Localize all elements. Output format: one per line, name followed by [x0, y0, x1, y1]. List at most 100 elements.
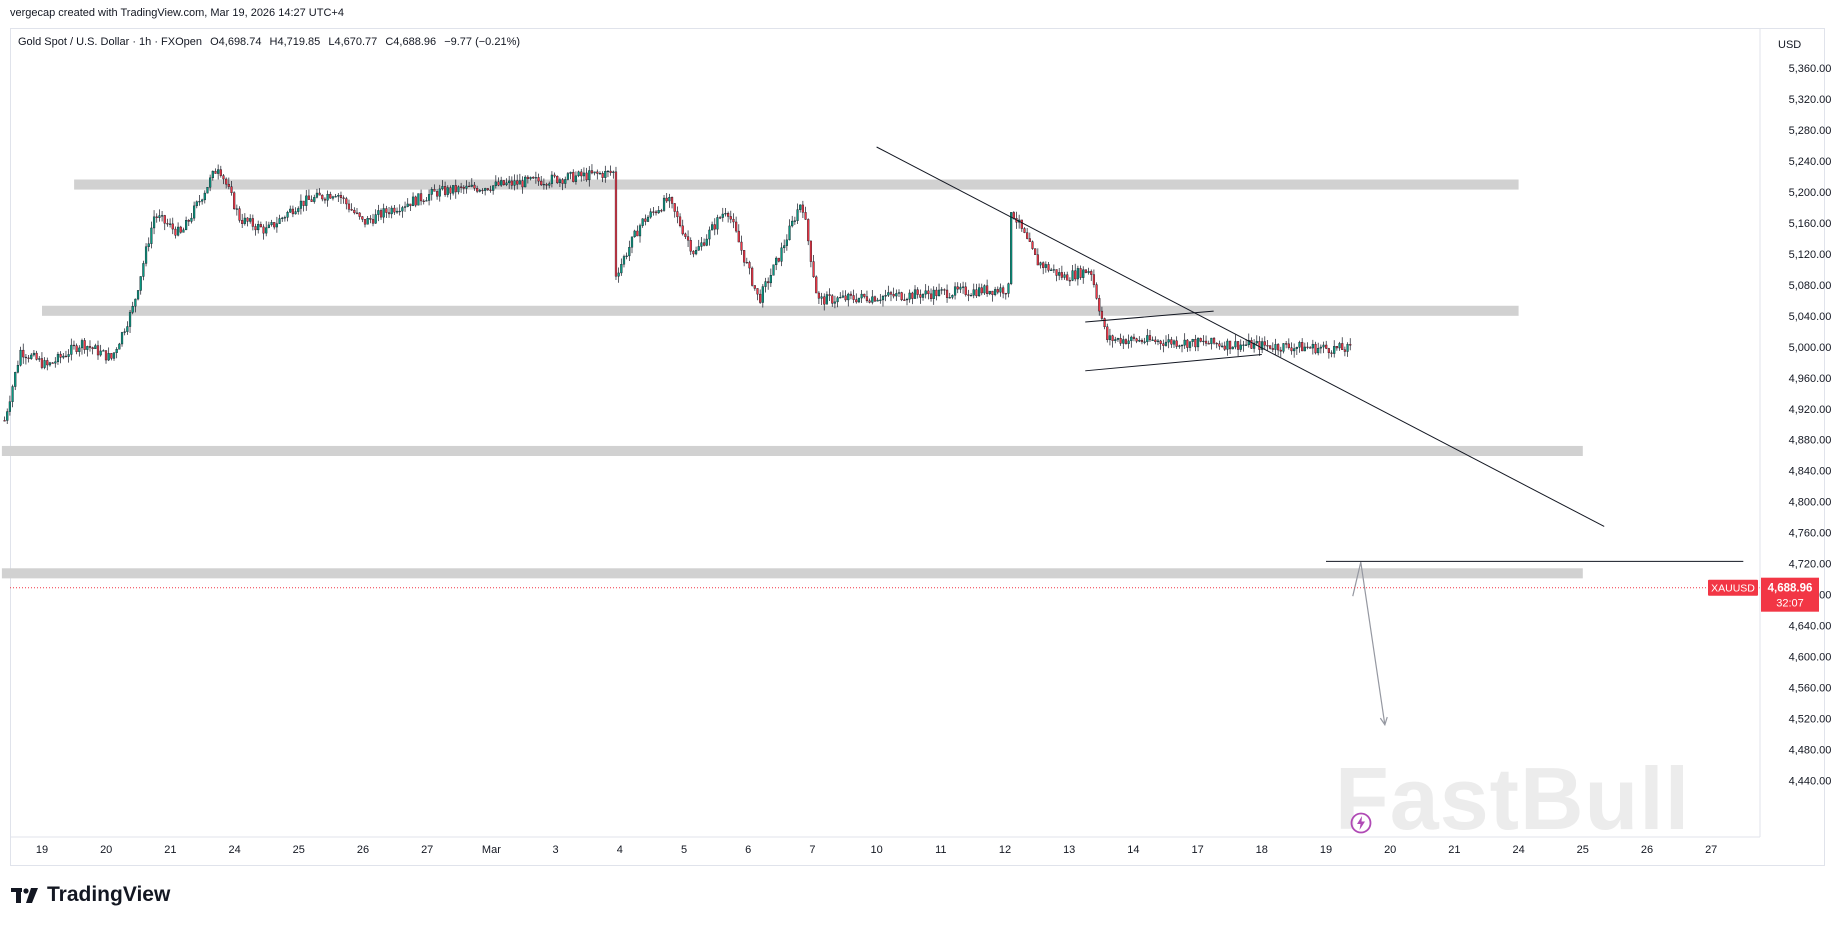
candle	[494, 175, 497, 189]
candle	[241, 213, 244, 228]
symbol-title[interactable]: Gold Spot / U.S. Dollar · 1h · FXOpen	[18, 36, 203, 48]
candle-body	[267, 224, 270, 228]
candle-body	[654, 211, 658, 214]
candle-body	[524, 176, 527, 188]
candle-body	[1042, 262, 1045, 268]
candle	[569, 171, 572, 180]
candle-body	[1135, 338, 1138, 342]
candle-body	[484, 188, 487, 191]
candle-body	[35, 352, 38, 360]
candle-body	[638, 225, 642, 237]
candle	[1124, 338, 1128, 345]
candle-body	[1263, 341, 1266, 346]
candle	[1293, 343, 1296, 358]
candle	[606, 170, 610, 178]
candle-body	[521, 180, 524, 188]
y-tick-label: 4,560.00	[1789, 683, 1832, 695]
candle	[868, 298, 871, 304]
candle	[588, 166, 591, 187]
candle	[857, 297, 861, 304]
candle	[1234, 334, 1237, 350]
candle-body	[131, 306, 134, 313]
candle-body	[302, 200, 305, 206]
candle-body	[617, 272, 620, 277]
candle-body	[596, 171, 599, 174]
candle-body	[1215, 342, 1218, 345]
candle-body	[94, 345, 97, 350]
candle-body	[630, 236, 634, 248]
candle-body	[508, 180, 511, 184]
candle	[1175, 336, 1178, 349]
candle-body	[1325, 344, 1328, 349]
candle-body	[911, 292, 914, 299]
candle-body	[1002, 287, 1005, 294]
candle-body	[727, 213, 730, 217]
x-tick-label: 21	[1448, 844, 1460, 856]
candle	[1253, 339, 1256, 353]
candle	[940, 287, 943, 295]
candle	[1079, 265, 1082, 280]
candle	[620, 258, 623, 276]
candle	[585, 167, 588, 182]
candle-body	[868, 300, 871, 303]
candle-body	[193, 205, 196, 219]
candle	[724, 208, 727, 217]
candle-body	[374, 214, 377, 224]
candle-body	[694, 249, 698, 255]
x-tick-label: 27	[1705, 844, 1717, 856]
candle-body	[331, 196, 335, 199]
candle	[1333, 340, 1336, 358]
candle-body	[6, 411, 9, 421]
candle-body	[1092, 274, 1096, 285]
candle	[561, 177, 564, 191]
candle-body	[38, 358, 41, 360]
candle-body	[646, 216, 650, 222]
candle-body	[564, 179, 567, 184]
candle	[988, 290, 991, 296]
candle-body	[1063, 274, 1066, 278]
candle	[550, 171, 553, 188]
candle-body	[318, 192, 321, 196]
candle-body	[1079, 268, 1082, 278]
candle	[438, 184, 441, 202]
tradingview-brand[interactable]: TradingView	[11, 883, 170, 907]
candle-body	[1082, 269, 1085, 278]
x-tick-label: 14	[1127, 844, 1139, 856]
chart-credit: vergecap created with TradingView.com, M…	[10, 7, 344, 19]
candle-body	[24, 356, 28, 359]
candle-body	[502, 180, 505, 186]
candle	[294, 207, 297, 215]
candle-body	[1194, 339, 1197, 348]
candle-body	[1060, 272, 1063, 278]
candle-body	[1335, 346, 1338, 349]
candle	[1285, 341, 1288, 349]
symbol-legend: Gold Spot / U.S. Dollar · 1h · FXOpen O4…	[18, 36, 525, 48]
candle	[307, 189, 311, 200]
candle	[385, 205, 388, 219]
candle-body	[978, 287, 981, 297]
candle	[374, 209, 377, 224]
candle	[678, 213, 682, 228]
candle-body	[435, 191, 439, 197]
candle-body	[265, 227, 268, 234]
candle-body	[839, 297, 842, 299]
candle-body	[1279, 349, 1282, 352]
candle	[1346, 342, 1349, 357]
candle-body	[684, 233, 687, 237]
candle	[625, 252, 628, 260]
y-tick-label: 4,440.00	[1789, 776, 1832, 788]
candle-body	[1250, 340, 1253, 349]
candle-body	[775, 257, 778, 266]
candle	[1036, 248, 1039, 266]
candle	[772, 264, 775, 276]
candle-body	[1242, 344, 1245, 346]
candle	[908, 289, 911, 303]
candle	[1095, 282, 1098, 300]
candle	[526, 175, 529, 184]
candle-body	[740, 241, 743, 251]
candle	[201, 198, 204, 205]
candle-body	[422, 200, 425, 202]
candle	[409, 203, 412, 212]
candle-body	[128, 312, 132, 327]
